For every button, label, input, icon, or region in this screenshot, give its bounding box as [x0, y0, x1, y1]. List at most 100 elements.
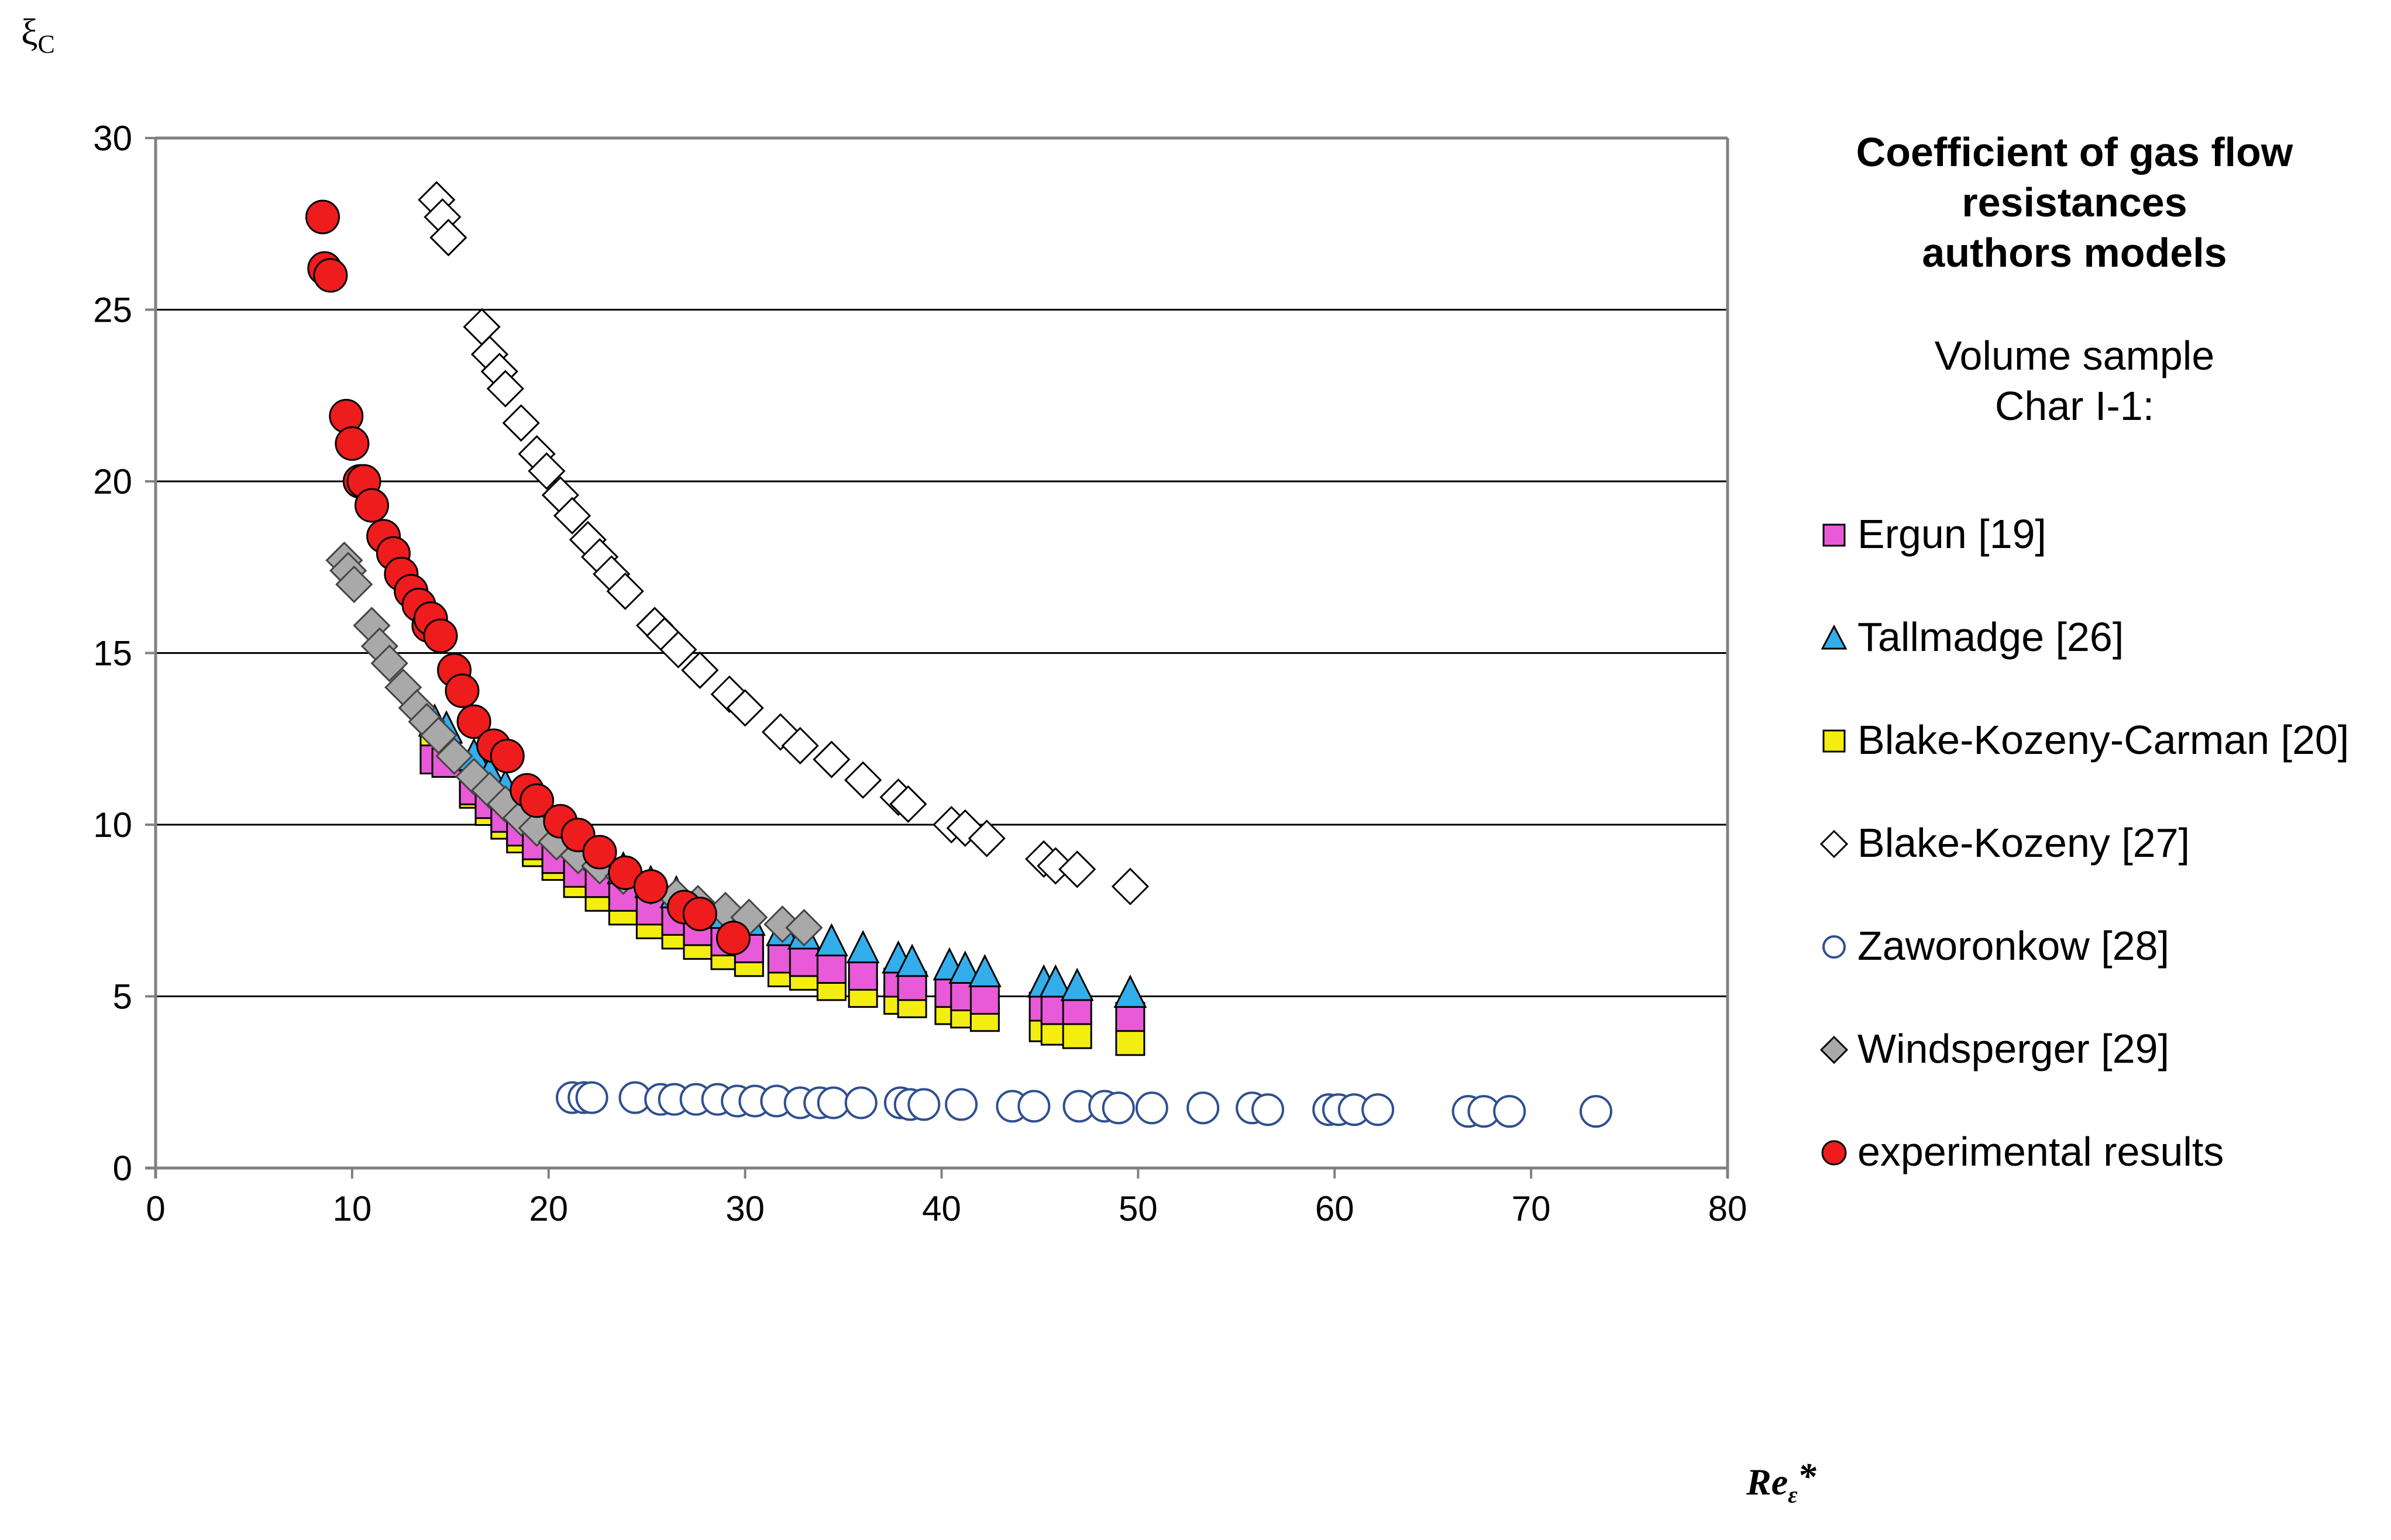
legend: Ergun [19] Tallmadge [26] Blake-Kozeny-Car…	[1819, 511, 2349, 1174]
tallmadge-point	[1113, 974, 1147, 1008]
zaworonkow-point	[817, 1086, 850, 1119]
experimental-point	[520, 783, 555, 818]
blake-kozeny-point	[681, 651, 719, 689]
blake-kozeny-point	[1058, 850, 1096, 888]
legend-item-experimental: experimental results	[1821, 1129, 2224, 1174]
windsperger-point	[435, 737, 473, 775]
y-tick-label: 20	[93, 462, 132, 501]
experimental-point	[445, 673, 480, 708]
x-tick-label: 80	[1708, 1189, 1747, 1228]
blake-kozeny-point	[553, 497, 591, 535]
experimental-point	[423, 618, 458, 653]
legend-item-blake-kozeny-carman: Blake-Kozeny-Carman [20]	[1822, 717, 2349, 763]
blake-kozeny-point	[606, 572, 644, 610]
zaworonkow-point	[945, 1088, 978, 1121]
y-tick-label: 5	[113, 977, 132, 1017]
blake-kozeny-point	[844, 761, 882, 799]
chart-subtitle-line-2: Char I-1:	[1995, 383, 2154, 429]
x-axis-label-suffix: *	[1798, 1455, 1817, 1497]
zaworonkow-point	[1251, 1093, 1285, 1126]
experimental-point	[313, 258, 348, 293]
y-tick-label: 25	[93, 291, 132, 330]
tallmadge-point	[1060, 967, 1094, 1001]
legend-item-windsperger: Windsperger [29]	[1819, 1026, 2169, 1072]
zaworonkow-point	[1186, 1091, 1220, 1125]
x-tick-label: 40	[922, 1189, 961, 1228]
axes	[145, 136, 1729, 1179]
series-blake-kozeny	[418, 181, 1150, 905]
chart-title-line-2: resistances	[1962, 180, 2187, 225]
y-tick-labels: 0 5 10 15 20 25 30	[93, 119, 132, 1188]
legend-marker-tallmadge	[1821, 624, 1848, 650]
data-points	[305, 181, 1612, 1128]
y-tick-label: 15	[93, 634, 132, 673]
chart-title-line-1: Coefficient of gas flow	[1856, 129, 2293, 175]
windsperger-point	[335, 565, 373, 604]
experimental-point	[682, 897, 717, 932]
x-tick-label: 30	[725, 1189, 765, 1228]
legend-item-zaworonkow: Zaworonkow [28]	[1822, 923, 2169, 969]
experimental-point	[305, 199, 340, 235]
tallmadge-point	[968, 954, 1002, 987]
experimental-point	[354, 488, 389, 523]
x-axis-label-sub: ε	[1788, 1482, 1798, 1508]
legend-label-zaworonkow: Zaworonkow [28]	[1857, 923, 2169, 969]
blake-kozeny-point	[813, 740, 851, 778]
series-zaworonkow	[556, 1081, 1612, 1128]
ergun-point	[789, 947, 819, 977]
ergun-point	[969, 984, 1000, 1015]
legend-title: Coefficient of gas flow resistances auth…	[1856, 129, 2293, 429]
blake-kozeny-point	[1111, 867, 1150, 905]
x-tick-label: 10	[333, 1189, 372, 1228]
legend-marker-zaworonkow	[1822, 935, 1846, 959]
legend-label-windsperger: Windsperger [29]	[1857, 1026, 2169, 1072]
y-axis-label-sub: C	[38, 30, 55, 58]
legend-label-blake-kozeny: Blake-Kozeny [27]	[1857, 820, 2190, 866]
legend-item-blake-kozeny: Blake-Kozeny [27]	[1819, 820, 2190, 866]
zaworonkow-point	[844, 1086, 878, 1119]
zaworonkow-point	[1135, 1091, 1168, 1125]
x-tick-label: 50	[1119, 1189, 1158, 1228]
tallmadge-point	[814, 923, 848, 957]
blake-kozeny-point	[781, 726, 819, 765]
x-tick-label: 20	[529, 1189, 568, 1228]
blake-kozeny-point	[889, 785, 927, 823]
experimental-point	[633, 869, 668, 904]
zaworonkow-point	[907, 1088, 941, 1121]
tallmadge-point	[846, 929, 880, 963]
experimental-point	[715, 921, 751, 956]
tallmadge-point	[1038, 964, 1072, 998]
legend-marker-blake-kozeny	[1819, 829, 1849, 859]
legend-label-tallmadge: Tallmadge [26]	[1857, 614, 2124, 660]
legend-marker-blake-kozeny-carman	[1822, 729, 1846, 753]
blake-kozeny-point	[429, 219, 467, 257]
x-axis-label-main: Re	[1746, 1461, 1788, 1503]
legend-label-experimental: experimental results	[1857, 1129, 2224, 1174]
tallmadge-point	[948, 950, 982, 984]
y-tick-label: 10	[93, 805, 132, 845]
x-tick-labels: 0 10 20 30 40 50 60 70 80	[146, 1189, 1747, 1228]
ergun-point	[816, 954, 847, 984]
y-tick-label: 0	[113, 1149, 132, 1188]
zaworonkow-point	[575, 1081, 608, 1114]
blake-kozeny-point	[486, 370, 524, 408]
legend-marker-ergun	[1822, 523, 1846, 547]
x-tick-label: 70	[1512, 1189, 1551, 1228]
experimental-point	[335, 426, 370, 461]
chart-subtitle-line-1: Volume sample	[1935, 333, 2215, 378]
y-axis-label-main: ξ	[21, 11, 38, 53]
legend-item-tallmadge: Tallmadge [26]	[1821, 614, 2124, 660]
blake-kozeny-point	[502, 404, 540, 442]
experimental-point	[456, 704, 491, 739]
legend-item-ergun: Ergun [19]	[1822, 511, 2046, 557]
blake-kozeny-point	[528, 452, 566, 490]
series-experimental	[305, 199, 751, 956]
experimental-point	[490, 739, 525, 774]
x-tick-label: 60	[1315, 1189, 1354, 1228]
zaworonkow-point	[1017, 1090, 1051, 1123]
legend-label-ergun: Ergun [19]	[1857, 511, 2046, 557]
legend-label-blake-kozeny-carman: Blake-Kozeny-Carman [20]	[1857, 717, 2349, 763]
experimental-point	[582, 835, 617, 870]
zaworonkow-point	[1102, 1091, 1135, 1125]
